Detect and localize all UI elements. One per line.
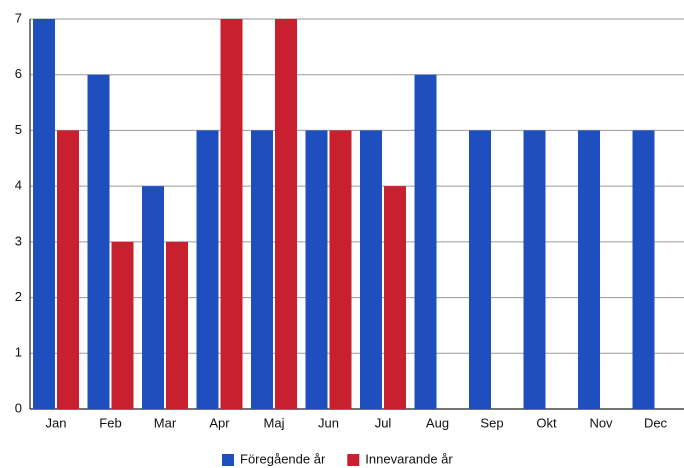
legend-swatch	[222, 454, 234, 466]
x-tick-label: Nov	[589, 415, 613, 430]
bar	[632, 130, 655, 409]
bar	[142, 186, 164, 409]
y-tick-label: 5	[15, 122, 22, 137]
bar	[469, 130, 491, 409]
bar	[414, 74, 437, 409]
bar	[166, 241, 188, 409]
bar	[57, 130, 79, 409]
bar	[87, 74, 110, 409]
y-tick-label: 2	[15, 289, 22, 304]
x-tick-label: Sep	[480, 415, 503, 430]
x-tick-label: Feb	[99, 415, 121, 430]
bar	[305, 130, 328, 409]
bar	[33, 19, 55, 409]
bar	[111, 241, 134, 409]
legend-label: Innevarande år	[365, 451, 453, 466]
bar	[578, 130, 600, 409]
x-tick-label: Mar	[154, 415, 177, 430]
bar	[220, 19, 243, 409]
x-tick-label: Jan	[46, 415, 67, 430]
y-tick-label: 0	[15, 400, 22, 415]
y-tick-label: 7	[15, 10, 22, 25]
y-tick-label: 1	[15, 345, 22, 360]
bar	[523, 130, 546, 409]
x-tick-label: Okt	[536, 415, 557, 430]
bar	[360, 130, 382, 409]
bar	[251, 130, 273, 409]
bar	[275, 19, 297, 409]
x-tick-label: Maj	[264, 415, 285, 430]
x-tick-label: Apr	[209, 415, 230, 430]
x-tick-label: Jul	[375, 415, 392, 430]
bar	[384, 186, 406, 409]
bar	[329, 130, 352, 409]
legend-label: Föregående år	[240, 451, 326, 466]
y-tick-label: 4	[15, 178, 22, 193]
legend-swatch	[347, 454, 360, 466]
y-tick-label: 6	[15, 66, 22, 81]
y-tick-label: 3	[15, 233, 22, 248]
x-tick-label: Aug	[426, 415, 449, 430]
x-tick-label: Dec	[644, 415, 668, 430]
bar	[196, 130, 219, 409]
x-tick-label: Jun	[318, 415, 339, 430]
